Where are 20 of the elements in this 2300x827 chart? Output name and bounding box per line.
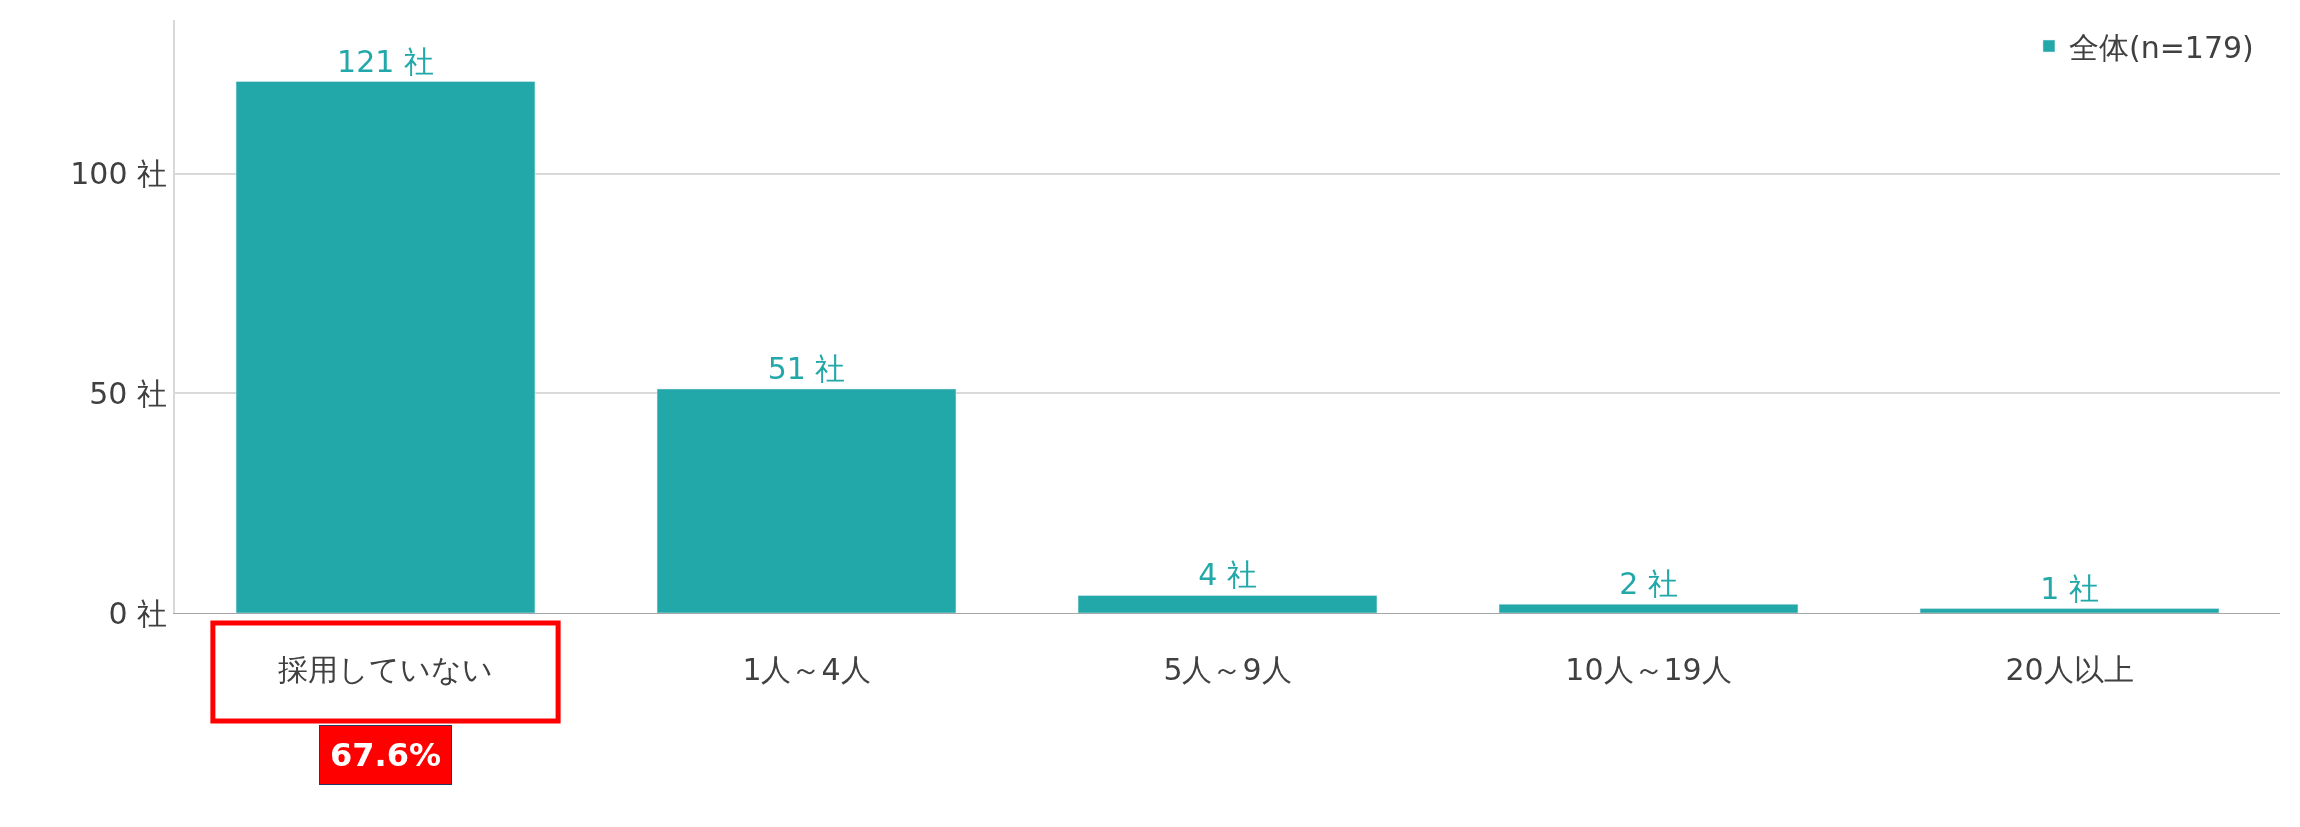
- bar: [235, 81, 536, 613]
- data-label: 121 社: [337, 43, 434, 79]
- y-tick-label: 50 社: [89, 375, 167, 411]
- bar: [1498, 603, 1799, 613]
- data-label: 1 社: [2040, 570, 2099, 606]
- x-tick-label: 5人～9人: [1163, 652, 1292, 687]
- x-tick-label: 採用していない: [278, 652, 493, 687]
- x-tick-label: 20人以上: [2005, 652, 2134, 687]
- bar: [1077, 595, 1378, 613]
- bar: [656, 388, 957, 613]
- legend-label: 全体(n=179): [2068, 29, 2254, 65]
- data-label: 51 社: [767, 350, 846, 386]
- y-tick-label: 100 社: [70, 156, 167, 192]
- bar: [1919, 608, 2220, 613]
- y-tick-label: 0 社: [108, 595, 167, 631]
- text: 67.6%: [330, 736, 442, 774]
- x-tick-label: 1人～4人: [742, 652, 871, 687]
- x-tick-label: 10人～19人: [1565, 652, 1732, 687]
- data-label: 2 社: [1619, 566, 1678, 602]
- data-label: 4 社: [1198, 557, 1257, 593]
